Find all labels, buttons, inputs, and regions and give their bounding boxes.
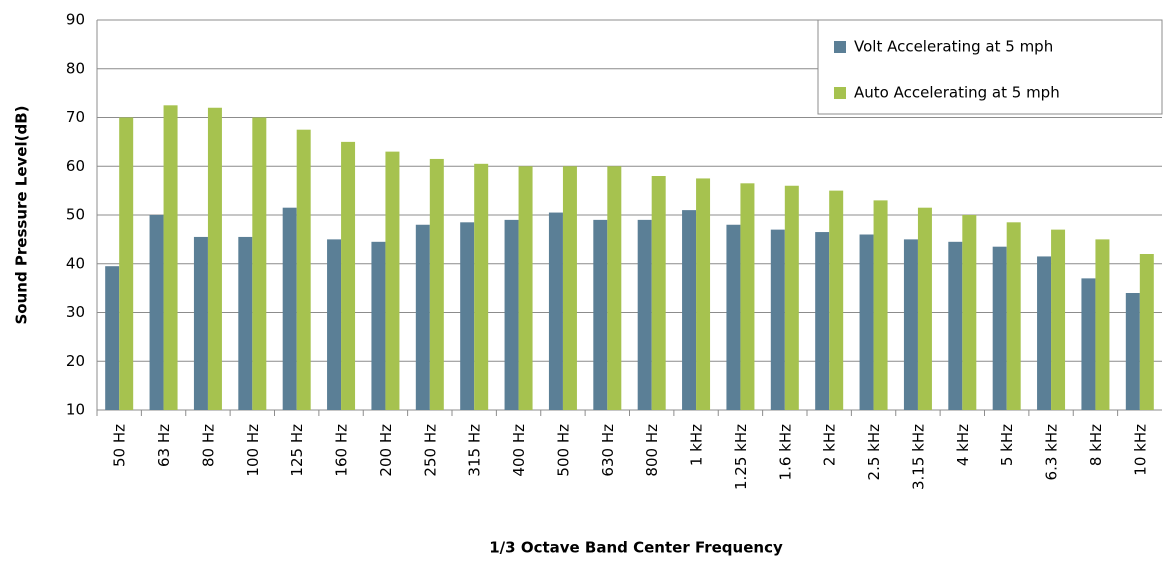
bar — [917, 207, 932, 410]
y-tick-label: 40 — [66, 254, 85, 272]
legend-box — [817, 19, 1163, 115]
legend-swatch — [834, 41, 846, 53]
x-tick-label: 315 Hz — [466, 424, 484, 477]
bar — [696, 178, 711, 410]
bar — [726, 224, 741, 410]
y-tick-label: 10 — [66, 401, 85, 419]
x-tick-label: 200 Hz — [377, 424, 395, 477]
bar — [385, 151, 400, 410]
x-tick-label: 160 Hz — [333, 424, 351, 477]
bar — [607, 166, 622, 410]
bar — [296, 129, 311, 410]
bar — [962, 215, 977, 410]
bar — [770, 229, 785, 410]
bar — [415, 224, 430, 410]
bar — [119, 117, 134, 410]
bar — [105, 266, 120, 410]
bar — [829, 190, 844, 410]
bar — [252, 117, 267, 410]
bar — [815, 232, 830, 410]
bar — [562, 166, 577, 410]
y-tick-label: 20 — [66, 352, 85, 370]
y-tick-label: 30 — [66, 303, 85, 321]
legend-label: Auto Accelerating at 5 mph — [854, 84, 1060, 102]
bar — [238, 236, 253, 410]
bar — [1006, 222, 1021, 410]
bar — [593, 219, 608, 410]
x-tick-label: 2 kHz — [821, 424, 839, 466]
x-tick-label: 10 kHz — [1131, 424, 1149, 476]
bar — [948, 241, 963, 410]
x-tick-label: 6.3 kHz — [1043, 424, 1061, 481]
bar — [682, 210, 697, 410]
bar — [504, 219, 519, 410]
x-tick-label: 80 Hz — [199, 424, 217, 467]
bar — [474, 163, 489, 410]
x-tick-label: 1 kHz — [688, 424, 706, 466]
bar — [327, 239, 342, 410]
bar — [282, 207, 297, 410]
y-tick-label: 50 — [66, 206, 85, 224]
bar — [460, 222, 475, 410]
bar — [1081, 278, 1096, 410]
x-tick-label: 2.5 kHz — [865, 424, 883, 481]
x-tick-label: 4 kHz — [954, 424, 972, 466]
bar — [903, 239, 918, 410]
bar — [193, 236, 208, 410]
y-tick-label: 80 — [66, 59, 85, 77]
bar — [371, 241, 386, 410]
bar — [637, 219, 652, 410]
bar — [859, 234, 874, 410]
x-tick-label: 50 Hz — [111, 424, 129, 467]
x-tick-label: 500 Hz — [554, 424, 572, 477]
x-tick-label: 400 Hz — [510, 424, 528, 477]
bar — [651, 176, 666, 410]
bar — [740, 183, 755, 410]
x-tick-label: 5 kHz — [998, 424, 1016, 466]
bar — [163, 105, 178, 410]
x-tick-label: 125 Hz — [288, 424, 306, 477]
legend-swatch — [834, 87, 846, 99]
x-tick-label: 250 Hz — [421, 424, 439, 477]
bar — [992, 246, 1007, 410]
x-tick-label: 1.25 kHz — [732, 424, 750, 490]
x-tick-label: 1.6 kHz — [776, 424, 794, 481]
bar — [1139, 254, 1154, 410]
bar — [1125, 293, 1140, 410]
x-tick-label: 63 Hz — [155, 424, 173, 467]
bar — [548, 212, 563, 410]
bar — [1051, 229, 1066, 410]
bar — [207, 107, 222, 410]
x-tick-label: 100 Hz — [244, 424, 262, 477]
y-axis-title: Sound Pressure Level(dB) — [13, 105, 31, 324]
x-axis-title: 1/3 Octave Band Center Frequency — [489, 539, 783, 557]
bar — [1037, 256, 1052, 410]
y-tick-label: 70 — [66, 108, 85, 126]
x-tick-label: 630 Hz — [599, 424, 617, 477]
x-tick-label: 800 Hz — [643, 424, 661, 477]
bar — [518, 166, 533, 410]
y-tick-label: 60 — [66, 157, 85, 175]
x-tick-label: 8 kHz — [1087, 424, 1105, 466]
bar — [784, 185, 799, 410]
y-tick-label: 90 — [66, 11, 85, 29]
bar — [341, 141, 356, 410]
bar — [1095, 239, 1110, 410]
bar — [149, 215, 164, 410]
bar — [873, 200, 888, 410]
legend-label: Volt Accelerating at 5 mph — [854, 38, 1053, 56]
x-tick-label: 3.15 kHz — [909, 424, 927, 490]
bar — [429, 158, 444, 410]
